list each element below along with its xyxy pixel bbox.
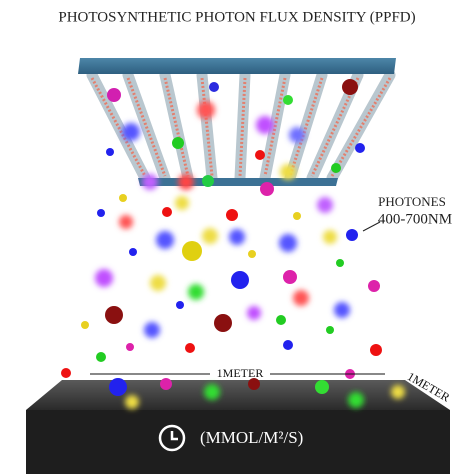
title: PHOTOSYNTHETIC PHOTON FLUX DENSITY (PPFD… <box>58 9 415 25</box>
clock-icon <box>158 424 186 452</box>
wavelength-label: 400-700NM <box>378 211 452 227</box>
height-label: 1METER <box>217 366 264 380</box>
photons <box>61 79 382 378</box>
photons-label: PHOTONES <box>378 194 446 209</box>
floor <box>26 369 450 474</box>
unit-label: (MMOL/M²/S) <box>200 428 303 447</box>
grow-light <box>78 58 396 186</box>
pointer-line <box>362 221 381 232</box>
